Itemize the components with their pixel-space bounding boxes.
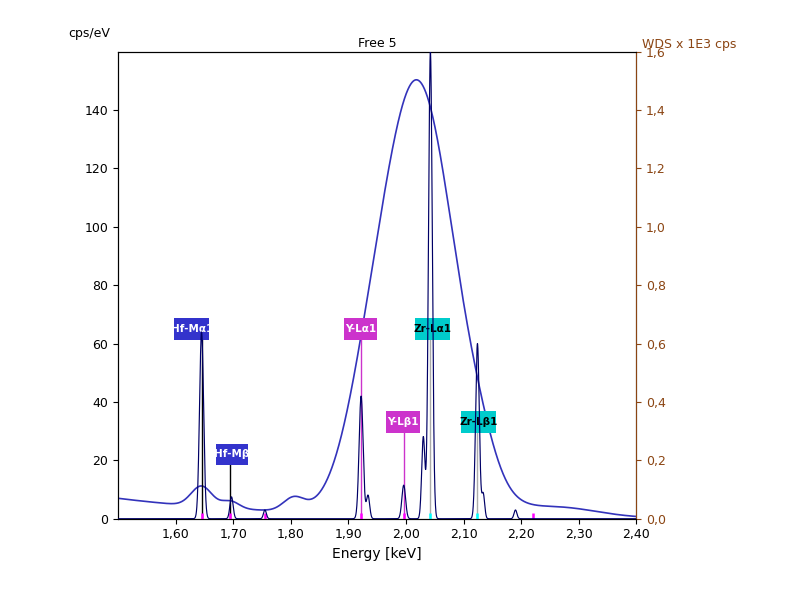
Text: Y-Lβ1: Y-Lβ1 (387, 418, 419, 427)
Text: Y-Lα1: Y-Lα1 (345, 324, 376, 334)
Text: Zr-Lα1: Zr-Lα1 (414, 324, 451, 334)
Text: Hf-Mβ: Hf-Mβ (214, 449, 250, 460)
FancyBboxPatch shape (216, 443, 248, 466)
Text: Hf-Mα1: Hf-Mα1 (170, 324, 213, 334)
FancyBboxPatch shape (174, 318, 209, 340)
Y-axis label: cps/eV: cps/eV (69, 27, 110, 40)
Title: Free 5: Free 5 (358, 37, 397, 50)
FancyBboxPatch shape (344, 318, 378, 340)
Text: Zr-Lβ1: Zr-Lβ1 (459, 418, 498, 427)
FancyBboxPatch shape (414, 318, 450, 340)
FancyBboxPatch shape (386, 412, 421, 433)
X-axis label: Energy [keV]: Energy [keV] (333, 547, 422, 561)
FancyBboxPatch shape (461, 412, 497, 433)
Y-axis label: WDS x 1E3 cps: WDS x 1E3 cps (642, 38, 736, 52)
